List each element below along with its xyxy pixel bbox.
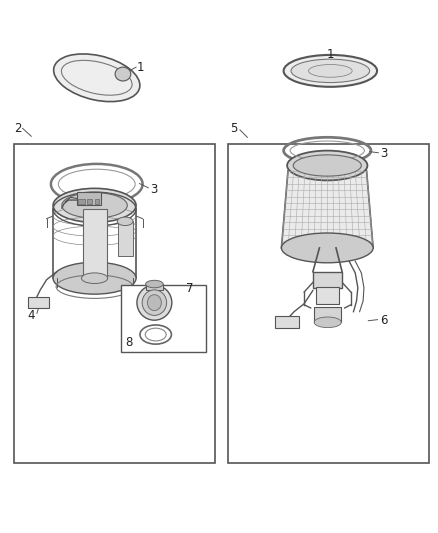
Bar bbox=[28, 297, 49, 308]
Ellipse shape bbox=[293, 155, 361, 176]
Bar bbox=[95, 199, 99, 204]
Text: 1: 1 bbox=[137, 61, 144, 74]
Polygon shape bbox=[282, 171, 373, 248]
Ellipse shape bbox=[284, 55, 377, 87]
Bar bbox=[118, 221, 133, 256]
Bar bbox=[275, 316, 299, 328]
Ellipse shape bbox=[146, 280, 163, 288]
Text: 8: 8 bbox=[125, 336, 133, 349]
Bar bbox=[78, 199, 85, 204]
Text: 7: 7 bbox=[186, 282, 193, 295]
Text: 5: 5 bbox=[230, 122, 238, 135]
Bar bbox=[314, 308, 341, 322]
Bar bbox=[83, 209, 107, 278]
Ellipse shape bbox=[282, 233, 373, 263]
Ellipse shape bbox=[287, 151, 367, 180]
Ellipse shape bbox=[137, 285, 172, 320]
Text: 3: 3 bbox=[380, 147, 388, 160]
Ellipse shape bbox=[81, 273, 108, 284]
Ellipse shape bbox=[115, 67, 131, 81]
Bar bbox=[87, 199, 92, 204]
Ellipse shape bbox=[291, 59, 370, 83]
Bar bbox=[316, 287, 339, 304]
Ellipse shape bbox=[148, 295, 161, 311]
Text: 4: 4 bbox=[28, 309, 35, 322]
Bar bbox=[77, 192, 101, 205]
Bar bbox=[313, 272, 342, 288]
Ellipse shape bbox=[308, 64, 352, 77]
Text: 2: 2 bbox=[14, 122, 22, 135]
Text: 3: 3 bbox=[150, 183, 157, 196]
Bar bbox=[228, 144, 428, 463]
Text: 6: 6 bbox=[380, 314, 388, 327]
Ellipse shape bbox=[117, 217, 133, 225]
Bar bbox=[14, 144, 215, 463]
Bar bbox=[146, 284, 163, 290]
Text: 1: 1 bbox=[327, 49, 334, 61]
Ellipse shape bbox=[142, 290, 166, 316]
Bar bbox=[121, 285, 206, 352]
Ellipse shape bbox=[53, 262, 136, 294]
Ellipse shape bbox=[62, 192, 127, 218]
Ellipse shape bbox=[53, 54, 140, 102]
Ellipse shape bbox=[314, 317, 341, 328]
Ellipse shape bbox=[53, 188, 136, 222]
